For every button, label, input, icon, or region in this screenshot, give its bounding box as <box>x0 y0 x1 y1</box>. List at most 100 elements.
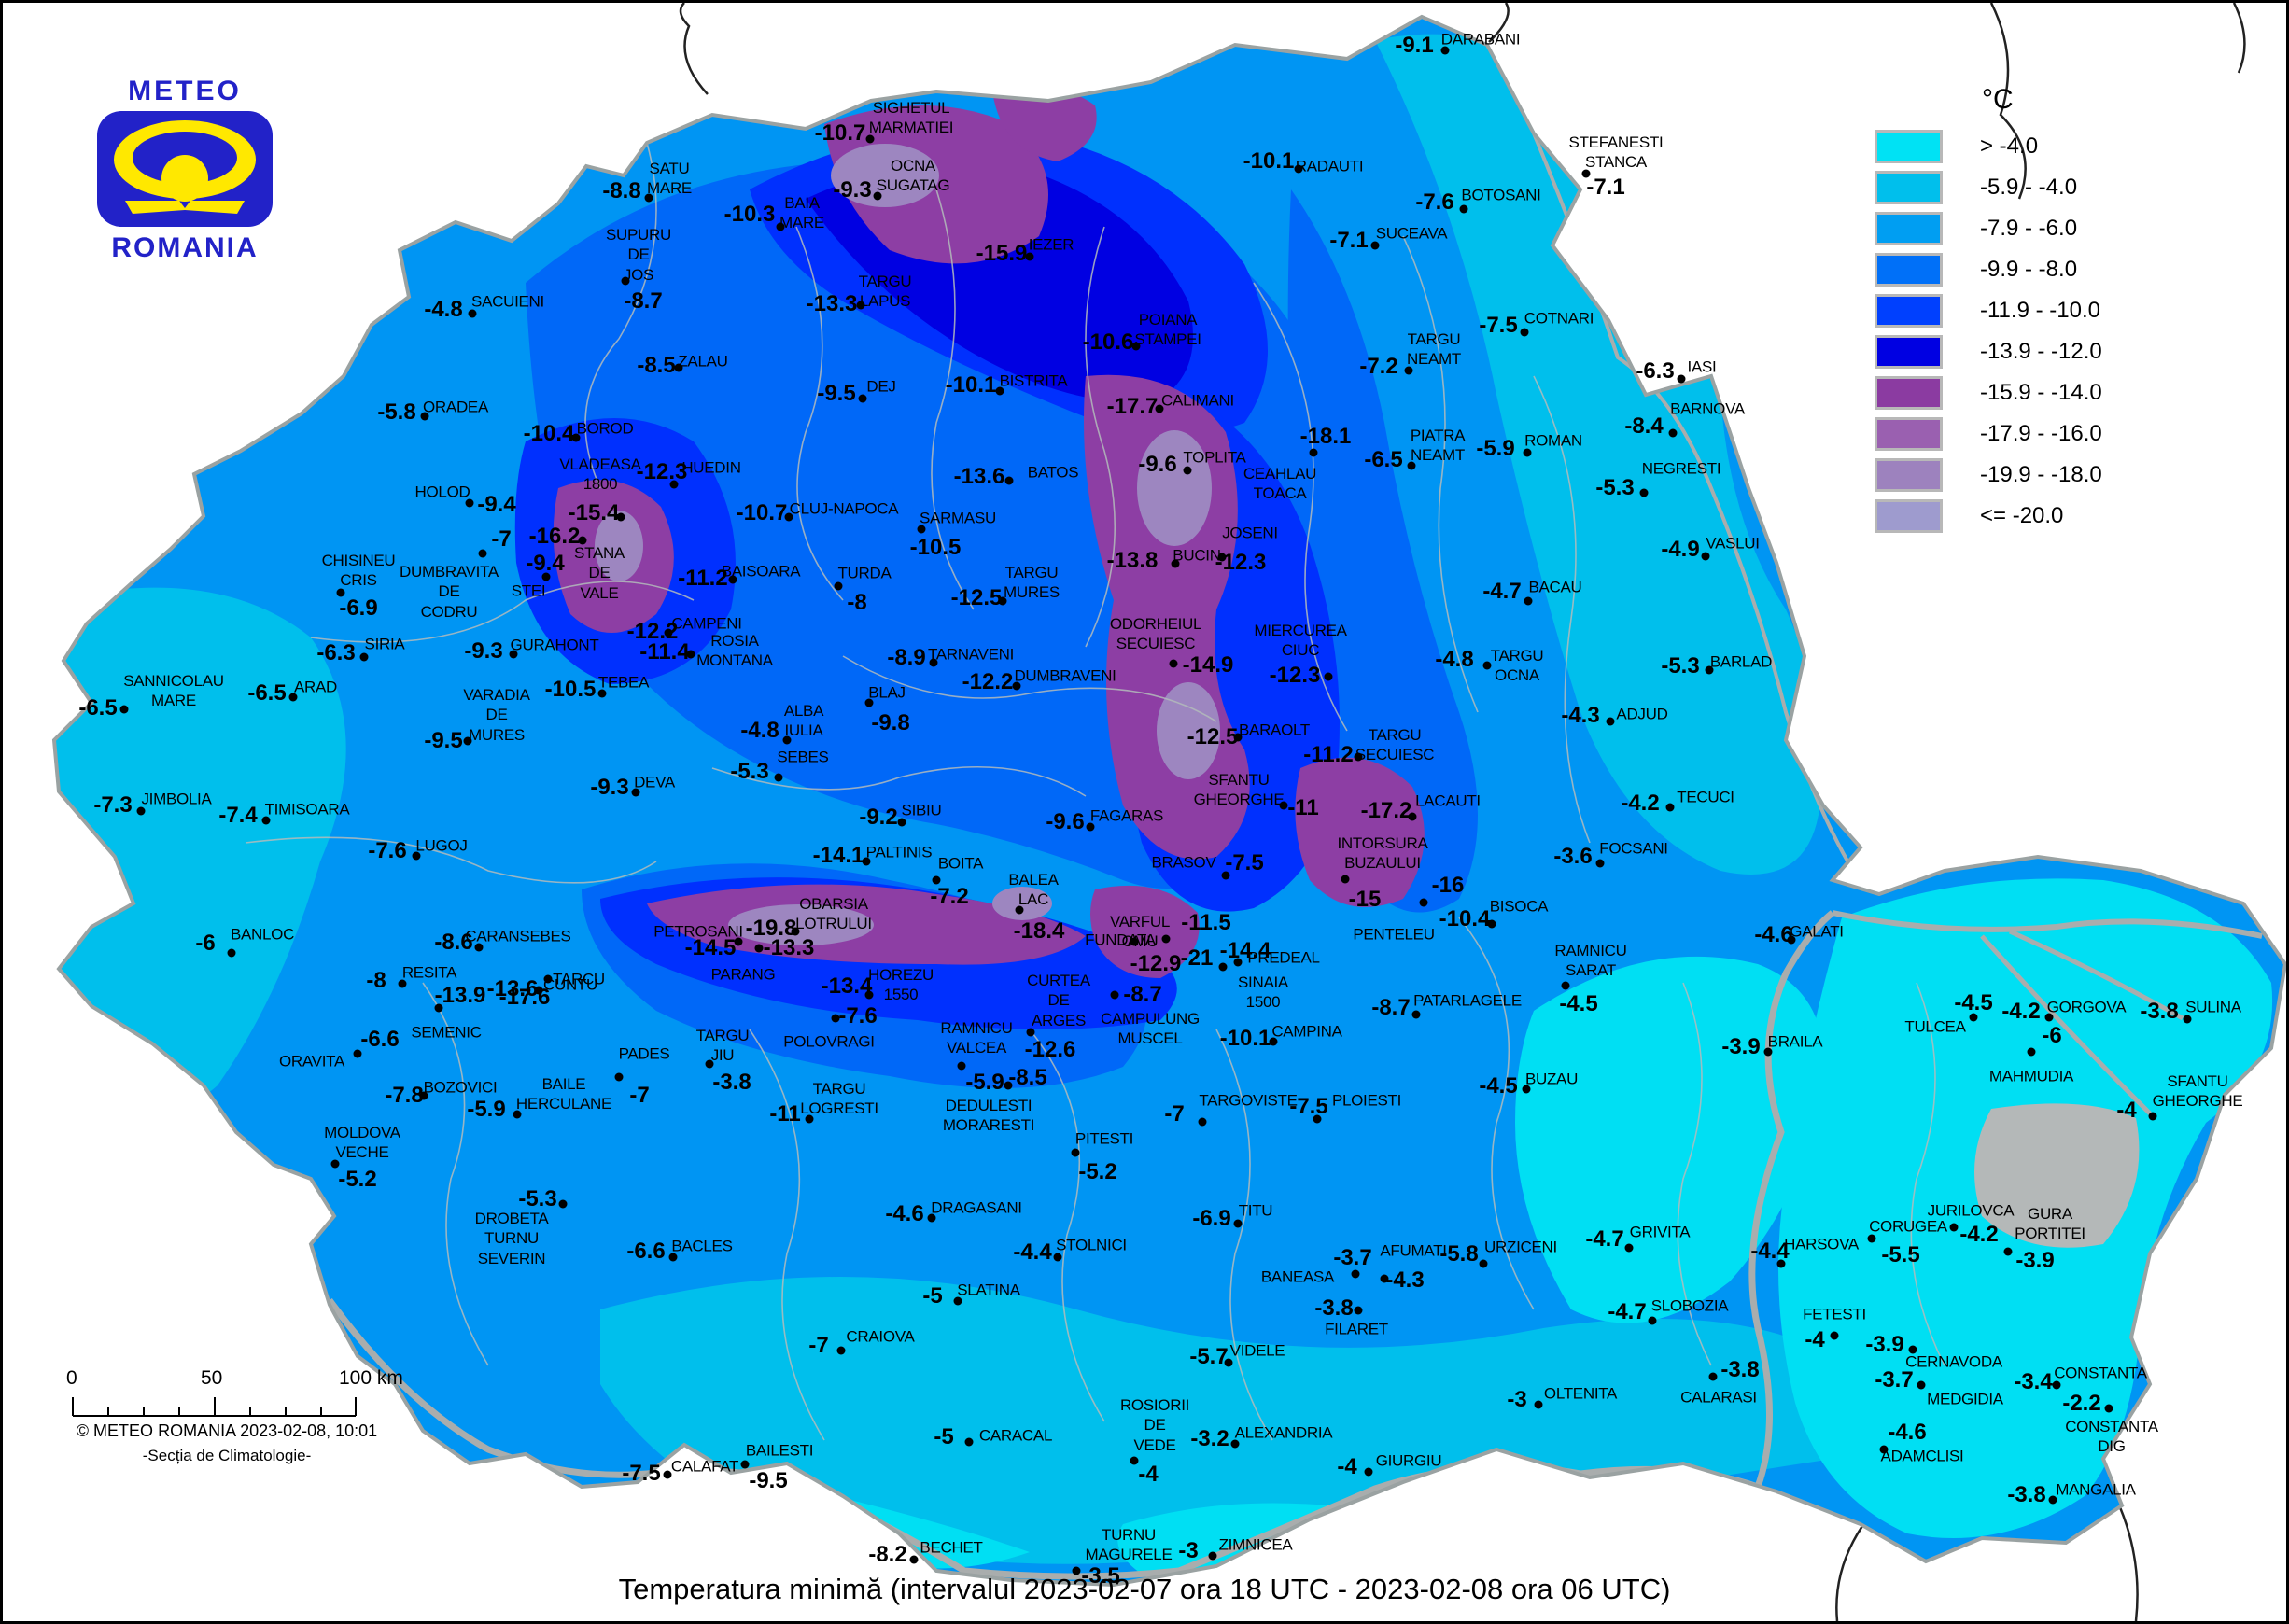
station-value: -8.2 <box>868 1542 907 1567</box>
station-name: CONSTANTA DIG <box>2065 1417 2158 1455</box>
station-dot <box>412 851 421 861</box>
station-value: -4.8 <box>424 297 463 322</box>
station-dot <box>2027 1047 2036 1057</box>
station-value: -7 <box>491 526 512 552</box>
station-value: -6 <box>195 931 216 956</box>
station-dot <box>534 986 543 995</box>
station-name: TARCU <box>553 970 605 988</box>
station-name: IEZER <box>1028 235 1074 254</box>
station-dot <box>995 386 1004 396</box>
station-value: -15.4 <box>568 500 620 525</box>
legend-color-swatch <box>1875 458 1943 492</box>
station-name: ADAMCLISI <box>1880 1447 1964 1465</box>
station-name: STEFANESTI STANCA <box>1568 133 1664 171</box>
station-value: -3.8 <box>1314 1295 1354 1321</box>
station-name: NEGRESTI <box>1641 459 1721 478</box>
station-dot <box>1354 1306 1363 1315</box>
legend-title: °C <box>1982 84 2014 115</box>
station-dot <box>1407 461 1416 470</box>
station-value: -14.9 <box>1182 652 1234 678</box>
legend-entry: <= -20.0 <box>1875 496 2102 537</box>
station-name: BACAU <box>1528 578 1582 596</box>
station-dot <box>1309 448 1318 457</box>
station-value: -11 <box>1287 795 1319 820</box>
station-name: TURNU MAGURELE <box>1085 1525 1173 1563</box>
station-value: -10.7 <box>736 500 788 525</box>
station-dot <box>474 943 484 952</box>
station-value: -8 <box>366 968 386 993</box>
station-value: -9.3 <box>590 775 629 800</box>
station-value: -4.6 <box>1888 1420 1927 1445</box>
station-dot <box>1015 905 1024 915</box>
station-name: BUCIN <box>1173 546 1221 565</box>
station-value: -7.6 <box>368 838 407 863</box>
station-value: -7.5 <box>1225 850 1264 875</box>
station-dot <box>1230 1439 1240 1449</box>
station-dot <box>834 581 843 591</box>
station-name: CALAFAT <box>670 1457 739 1476</box>
station-value: -5.2 <box>338 1167 377 1192</box>
station-dot <box>1004 476 1014 485</box>
station-dot <box>1440 46 1450 55</box>
station-dot <box>1677 374 1686 384</box>
station-name: PALTINIS <box>865 843 933 861</box>
station-value: -3.6 <box>1553 844 1593 869</box>
station-name: TITU <box>1238 1201 1273 1220</box>
station-dot <box>909 1555 919 1564</box>
station-value: -9.5 <box>817 381 856 406</box>
station-value: -9.3 <box>464 638 503 664</box>
station-name: BOROD <box>576 419 634 438</box>
station-value: -10.1 <box>1243 148 1295 174</box>
station-dot <box>1830 1331 1839 1340</box>
copyright-line: © METEO ROMANIA 2023-02-08, 10:01 <box>76 1421 378 1440</box>
station-value: -5.7 <box>1189 1344 1229 1369</box>
station-name: SEMENIC <box>411 1023 482 1042</box>
station-name: PENTELEU <box>1353 925 1435 944</box>
country-outline <box>51 14 2286 1588</box>
station-name: DUMBRAVENI <box>1014 666 1116 685</box>
station-dot <box>776 222 785 231</box>
station-value: -16.2 <box>528 524 581 549</box>
station-dot <box>1520 328 1529 337</box>
station-name: SLATINA <box>957 1281 1020 1299</box>
station-name: HOREZU 1550 <box>868 965 934 1003</box>
station-value: -10.4 <box>1439 906 1491 931</box>
station-dot <box>2148 1112 2157 1121</box>
station-dot <box>897 818 906 827</box>
station-name: BOITA <box>937 854 984 873</box>
station-value: -8.7 <box>1371 995 1411 1020</box>
station-value: -21 <box>1180 945 1214 971</box>
station-value: -7.4 <box>218 803 258 828</box>
station-value: -7 <box>808 1333 829 1358</box>
station-name: ZALAU <box>678 352 728 371</box>
station-dot <box>1487 919 1496 929</box>
station-value: -4.6 <box>885 1201 924 1226</box>
station-name: URZICENI <box>1484 1238 1557 1256</box>
station-value: -5 <box>922 1283 943 1309</box>
county-borders <box>245 142 1945 1441</box>
station-name: FUNDATA <box>1085 931 1156 949</box>
romania-temperature-map <box>51 3 2286 1621</box>
station-value: -4.2 <box>1959 1222 1999 1247</box>
legend-label: -19.9 - -18.0 <box>1980 462 2102 487</box>
station-dot <box>1665 803 1675 812</box>
legend-label: > -4.0 <box>1980 133 2039 159</box>
station-dot <box>468 309 477 318</box>
station-value: -9.5 <box>424 728 463 753</box>
station-dot <box>509 650 518 659</box>
station-dot <box>917 525 926 534</box>
station-name: SANNICOLAU MARE <box>123 671 224 709</box>
station-name: CUNTU <box>543 975 597 994</box>
station-dot <box>782 735 792 745</box>
station-value: -4.2 <box>2001 999 2041 1024</box>
station-name: JOSENI <box>1222 524 1278 542</box>
scale-bar-ruler <box>72 1397 357 1417</box>
station-name: VLADEASA 1800 <box>559 455 641 493</box>
station-name: VASLUI <box>1706 534 1760 553</box>
station-dot <box>858 394 867 403</box>
station-name: ROMAN <box>1524 431 1582 450</box>
station-name: TIMISOARA <box>264 800 350 819</box>
station-name: ROSIORII DE VEDE <box>1119 1396 1190 1454</box>
station-dot <box>1534 1400 1543 1409</box>
legend-label: -17.9 - -16.0 <box>1980 421 2102 446</box>
